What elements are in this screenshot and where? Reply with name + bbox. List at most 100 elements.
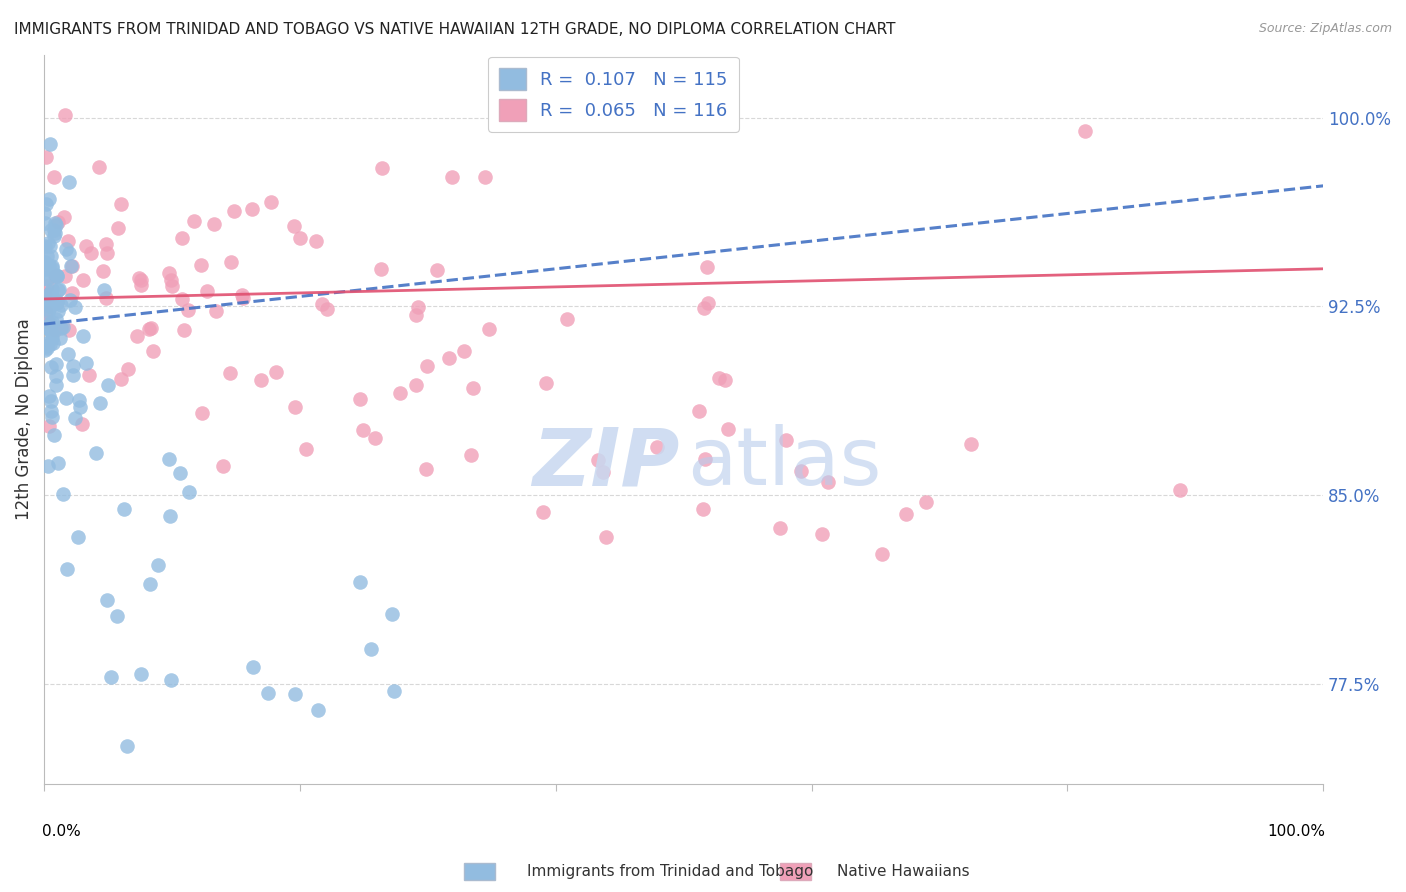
Point [46, 456, 69, 470]
Point [129, 667, 152, 681]
Point [352, 423, 374, 437]
Point [41, 260, 63, 275]
Point [45, 368, 67, 383]
Text: atlas: atlas [688, 425, 882, 502]
Point [894, 507, 917, 521]
Point [94, 237, 117, 252]
Point [62, 359, 84, 373]
Point [46, 294, 69, 309]
Point [80, 245, 103, 260]
Point [58, 234, 80, 248]
Point [311, 297, 333, 311]
Point [45, 219, 67, 233]
Point [381, 607, 404, 621]
Point [284, 687, 307, 701]
Point [35, 150, 58, 164]
Point [97, 378, 120, 392]
Point [128, 270, 150, 285]
Point [44, 169, 66, 184]
Point [38, 389, 60, 403]
Point [44, 323, 66, 337]
Point [100, 670, 122, 684]
Text: ZIP: ZIP [533, 425, 679, 502]
Point [440, 170, 463, 185]
Point [138, 322, 160, 336]
Point [38, 299, 60, 313]
Point [44, 216, 66, 230]
Point [46, 215, 69, 229]
Point [70, 417, 93, 431]
Point [39, 325, 62, 339]
Point [96, 593, 118, 607]
Point [37, 315, 59, 329]
Point [437, 351, 460, 365]
Point [870, 547, 893, 561]
Point [39, 223, 62, 237]
Point [34, 206, 56, 220]
Point [39, 360, 62, 375]
Point [173, 323, 195, 337]
Point [264, 365, 287, 379]
Point [38, 320, 60, 334]
Point [382, 684, 405, 698]
Point [37, 235, 59, 250]
Point [66, 531, 89, 545]
Point [46, 304, 69, 318]
Point [84, 446, 107, 460]
Point [77, 368, 100, 382]
Point [107, 221, 129, 235]
Point [72, 273, 94, 287]
Point [131, 273, 153, 287]
Point [713, 373, 735, 387]
Point [283, 219, 305, 234]
Point [60, 259, 83, 273]
Point [696, 295, 718, 310]
Point [35, 342, 58, 356]
Point [105, 608, 128, 623]
Point [170, 292, 193, 306]
Point [349, 574, 371, 589]
Point [115, 739, 138, 753]
Point [219, 255, 242, 269]
Point [87, 160, 110, 174]
Point [34, 216, 56, 230]
Point [260, 195, 283, 210]
Point [453, 343, 475, 358]
Point [38, 337, 60, 351]
Point [232, 291, 254, 305]
Point [63, 411, 86, 425]
Point [44, 428, 66, 442]
Point [157, 451, 180, 466]
Point [55, 242, 77, 256]
Point [177, 485, 200, 500]
Point [195, 285, 218, 299]
Point [39, 393, 62, 408]
Point [37, 459, 59, 474]
Point [38, 259, 60, 273]
Point [39, 323, 62, 337]
Point [58, 175, 80, 189]
Text: IMMIGRANTS FROM TRINIDAD AND TOBAGO VS NATIVE HAWAIIAN 12TH GRADE, NO DIPLOMA CO: IMMIGRANTS FROM TRINIDAD AND TOBAGO VS N… [14, 22, 896, 37]
Point [69, 393, 91, 408]
Point [49, 298, 72, 312]
Point [645, 440, 668, 454]
Point [38, 316, 60, 330]
Point [112, 501, 135, 516]
Point [60, 285, 83, 300]
Point [592, 465, 614, 479]
Point [89, 396, 111, 410]
Point [46, 295, 69, 310]
Point [45, 311, 67, 326]
Point [37, 304, 59, 318]
Point [290, 231, 312, 245]
Point [75, 356, 97, 370]
Point [52, 319, 75, 334]
Point [242, 202, 264, 216]
Point [693, 301, 716, 315]
Point [45, 269, 67, 284]
Point [696, 260, 718, 275]
Point [35, 302, 58, 317]
Point [474, 170, 496, 185]
Point [45, 378, 67, 392]
Point [51, 321, 73, 335]
